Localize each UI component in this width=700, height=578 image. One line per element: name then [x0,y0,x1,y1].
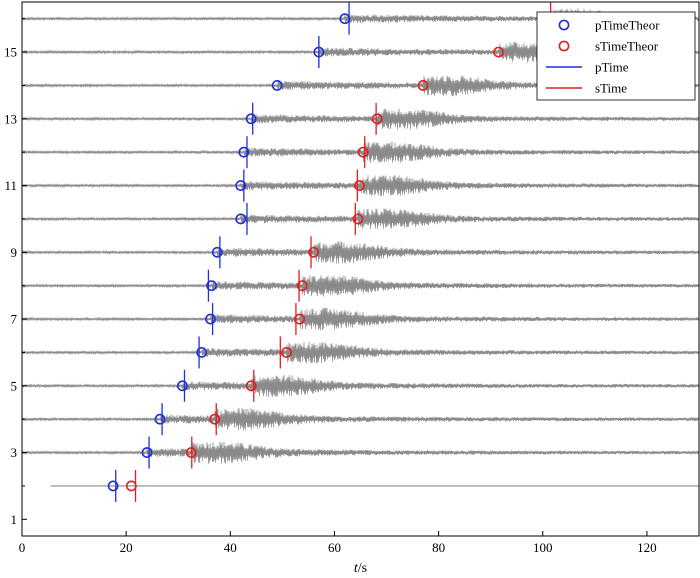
ptimetheor-marker-12 [238,146,250,158]
x-tick-label-0: 0 [19,540,26,555]
stimetheor-marker-5 [245,380,257,392]
x-axis-title-unit: /s [358,561,367,576]
trace-row-7 [21,307,700,331]
stimetheor-marker-11 [354,180,365,191]
trace-row-6 [21,341,700,364]
trace-row-13 [21,108,700,130]
trace-row-9 [21,241,700,264]
stimetheor-marker-15 [493,46,504,58]
arrival-markers [107,2,559,502]
legend-symbol-stimetheor [558,40,570,52]
x-tick-label-60: 60 [328,540,341,555]
ptimetheor-marker-13 [245,113,257,125]
legend-symbol-ptimetheor [558,19,570,31]
ptimetheor-marker-6 [196,347,208,358]
stimetheor-marker-4 [209,413,221,425]
x-tick-label-120: 120 [637,540,657,555]
stimetheor-marker-6 [281,347,292,358]
y-tick-label-15: 15 [4,45,17,60]
x-tick-label-20: 20 [120,540,133,555]
x-tick-label-40: 40 [224,540,237,555]
stimetheor-marker-13 [371,113,383,125]
x-axis-title-variable: t [354,561,359,576]
trace-row-4 [21,407,700,431]
x-tick-label-80: 80 [432,540,445,555]
stimetheor-marker-14 [417,80,429,91]
ptimetheor-marker-5 [176,380,188,392]
stimetheor-marker-7 [294,313,305,325]
ptimetheor-marker-14 [271,80,283,91]
stimetheor-marker-8 [296,280,308,292]
legend-box [536,11,696,101]
trace-row-10 [21,208,700,230]
ptimetheor-marker-3 [141,447,153,458]
stimetheor-marker-12 [357,146,369,158]
legend-label-stimetheor: sTimeTheor [595,39,659,54]
ptimetheor-marker-2 [107,480,119,492]
ptimetheor-marker-11 [235,180,247,191]
stimetheor-marker-9 [308,246,320,258]
y-tick-label-7: 7 [11,312,18,327]
trace-row-8 [21,275,700,297]
x-axis-title: t/s [354,561,367,576]
ptimetheor-marker-4 [154,413,166,425]
legend-label-stime: sTime [595,81,627,96]
trace-row-11 [21,175,700,197]
y-tick-label-1: 1 [11,512,18,527]
trace-row-5 [21,374,700,398]
legend-label-ptimetheor: pTimeTheor [595,18,660,33]
y-tick-label-3: 3 [11,445,18,460]
x-tick-label-100: 100 [533,540,553,555]
legend-label-ptime: pTime [595,60,629,75]
ptimetheor-marker-9 [211,246,223,258]
ptimetheor-marker-8 [206,280,217,292]
y-tick-label-11: 11 [4,178,17,193]
y-tick-label-13: 13 [4,111,17,126]
plot-frame [21,1,700,537]
trace-row-3 [21,441,700,464]
ptimetheor-marker-10 [235,213,247,225]
y-tick-label-5: 5 [11,378,18,393]
legend: pTimeTheor sTimeTheor pTime sTime [536,11,696,101]
y-tick-label-9: 9 [11,245,18,260]
trace-row-12 [21,141,700,163]
stimetheor-marker-10 [352,213,364,225]
ptimetheor-marker-7 [205,313,216,325]
